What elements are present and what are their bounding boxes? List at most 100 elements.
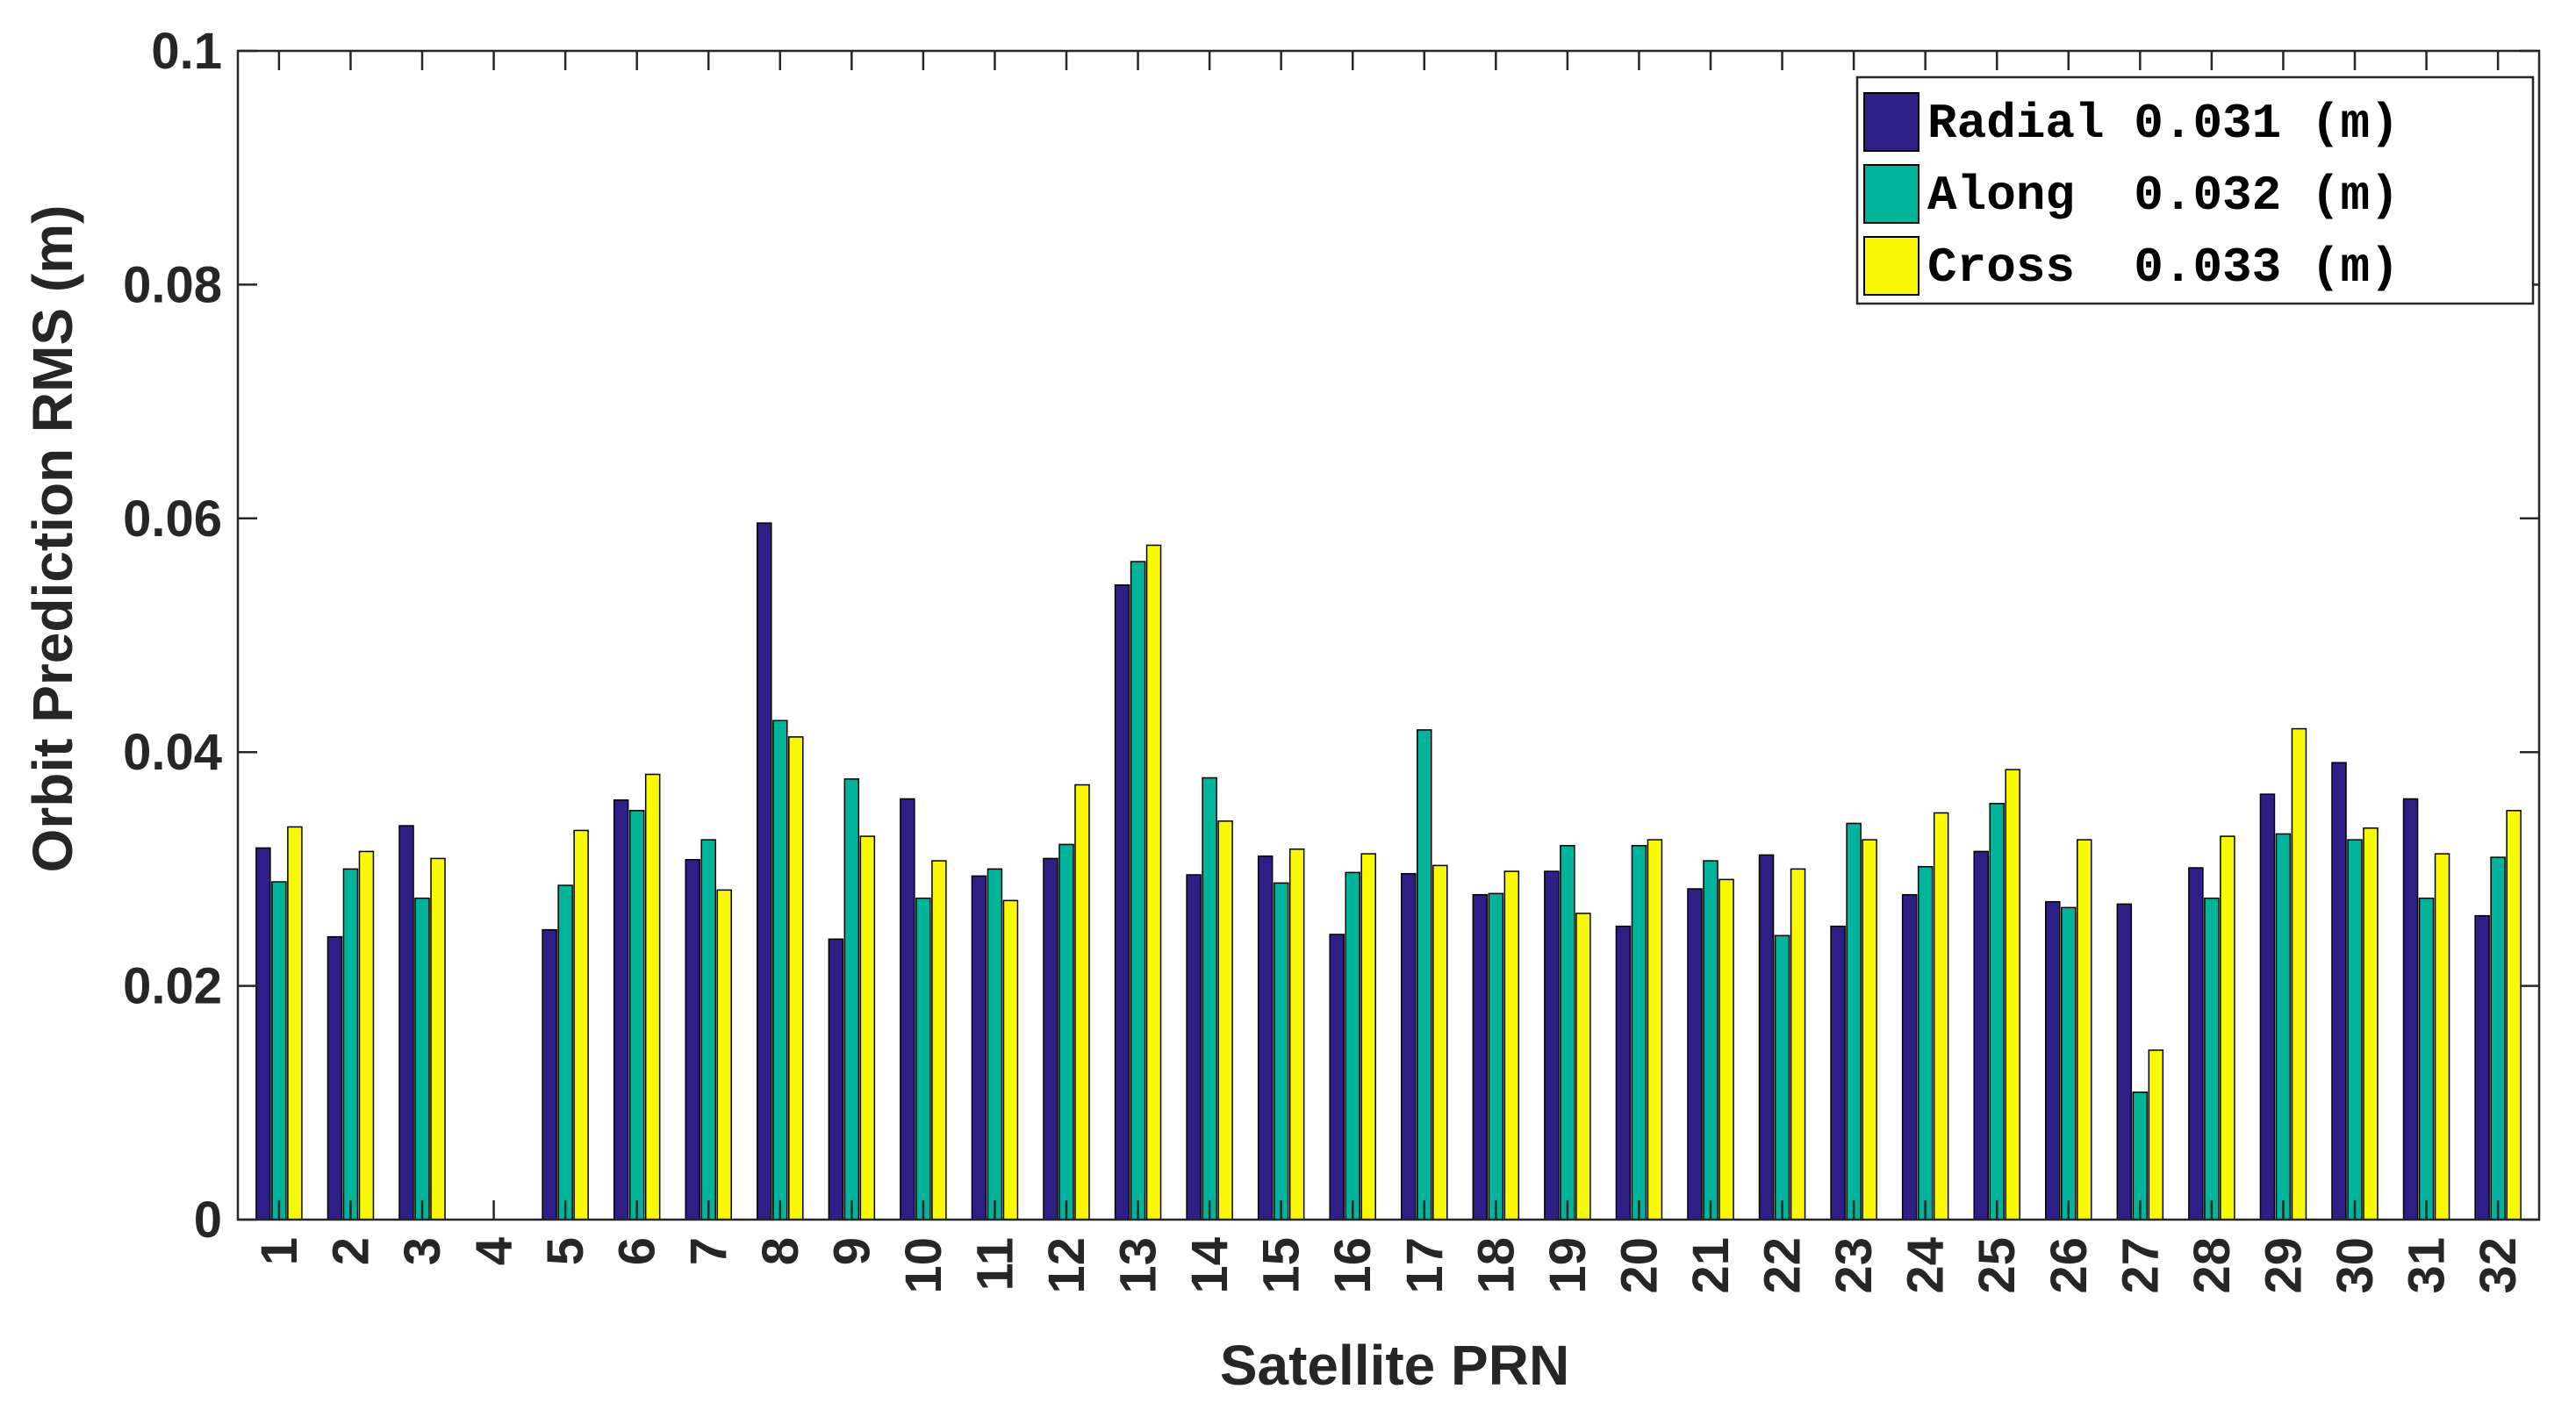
bar-cross bbox=[644, 773, 661, 1220]
bar-cross bbox=[2291, 727, 2307, 1220]
y-axis: 0 0.02 0.04 0.06 0.08 0.1 bbox=[123, 23, 2539, 1249]
legend-swatch-along bbox=[1863, 164, 1919, 224]
bar-along bbox=[2204, 897, 2220, 1220]
y-tick-label: 0.1 bbox=[151, 23, 222, 80]
bar-radial bbox=[1186, 874, 1202, 1220]
bar-radial bbox=[2402, 798, 2419, 1220]
bar-cross bbox=[1432, 864, 1448, 1220]
bar-radial bbox=[1257, 855, 1274, 1220]
legend-label-along: Along 0.032 (m) bbox=[1927, 168, 2400, 224]
bar-along bbox=[1560, 845, 1575, 1220]
x-tick-label: 1 bbox=[251, 1237, 308, 1265]
x-tick-label: 10 bbox=[895, 1237, 952, 1294]
bar-cross bbox=[1790, 868, 1806, 1220]
bar-along bbox=[1703, 860, 1719, 1220]
x-tick-label: 5 bbox=[537, 1237, 594, 1265]
bar-radial bbox=[1329, 934, 1345, 1220]
bar-along bbox=[1345, 871, 1360, 1220]
y-tick-label: 0.06 bbox=[123, 490, 222, 548]
x-tick-label: 28 bbox=[2184, 1237, 2241, 1294]
bar-cross bbox=[788, 736, 804, 1220]
bar-radial bbox=[757, 522, 772, 1220]
bar-along bbox=[628, 810, 645, 1220]
bar-cross bbox=[1575, 913, 1591, 1220]
bar-cross bbox=[2005, 769, 2020, 1220]
bar-along bbox=[987, 868, 1003, 1220]
x-tick-label: 32 bbox=[2470, 1237, 2527, 1294]
x-tick-label: 14 bbox=[1181, 1237, 1238, 1294]
legend-label-cross: Cross 0.033 (m) bbox=[1927, 240, 2400, 296]
bar-along bbox=[414, 897, 430, 1220]
bar-cross bbox=[1217, 820, 1233, 1220]
x-tick-label: 7 bbox=[680, 1237, 737, 1265]
bar-along bbox=[2061, 906, 2077, 1220]
x-tick-label: 21 bbox=[1683, 1237, 1740, 1294]
bar-along bbox=[1273, 882, 1289, 1220]
x-tick-label: 13 bbox=[1110, 1237, 1167, 1294]
x-tick-label: 22 bbox=[1754, 1237, 1812, 1294]
x-tick-label: 27 bbox=[2112, 1237, 2169, 1294]
bar-cross bbox=[1360, 853, 1376, 1220]
bar-cross bbox=[1647, 839, 1663, 1220]
x-tick-label: 18 bbox=[1467, 1237, 1525, 1294]
bar-cross bbox=[1074, 784, 1090, 1220]
bar-radial bbox=[2188, 867, 2204, 1220]
bar-radial bbox=[1973, 850, 1989, 1220]
bar-cross bbox=[931, 860, 947, 1220]
x-tick-label: 15 bbox=[1253, 1237, 1310, 1294]
bar-radial bbox=[2474, 914, 2490, 1220]
bar-cross bbox=[2220, 835, 2235, 1220]
x-tick-label: 29 bbox=[2255, 1237, 2312, 1294]
x-tick-label: 31 bbox=[2399, 1237, 2456, 1294]
bar-along bbox=[1417, 729, 1432, 1220]
bar-radial bbox=[1758, 854, 1775, 1220]
bar-radial bbox=[2045, 900, 2061, 1220]
bar-along bbox=[342, 868, 359, 1220]
x-tick-label: 20 bbox=[1611, 1237, 1668, 1294]
bar-cross bbox=[358, 850, 375, 1220]
x-tick-label: 6 bbox=[609, 1237, 666, 1265]
bar-radial bbox=[1901, 893, 1918, 1220]
bar-along bbox=[2347, 839, 2363, 1220]
bar-cross bbox=[716, 889, 732, 1220]
x-tick-label: 26 bbox=[2041, 1237, 2098, 1294]
bar-cross bbox=[1145, 544, 1162, 1220]
x-tick-label: 9 bbox=[823, 1237, 880, 1265]
bar-along bbox=[2275, 833, 2292, 1220]
bar-cross bbox=[2363, 827, 2379, 1220]
legend-label-radial: Radial 0.031 (m) bbox=[1927, 96, 2400, 152]
bar-along bbox=[843, 778, 860, 1220]
x-tick-label: 25 bbox=[1969, 1237, 2026, 1294]
x-tick-label: 8 bbox=[752, 1237, 809, 1265]
y-axis-title: Orbit Prediction RMS (m) bbox=[21, 205, 84, 873]
bar-radial bbox=[326, 935, 343, 1220]
bar-along bbox=[1774, 934, 1790, 1220]
x-tick-label: 11 bbox=[966, 1237, 1023, 1291]
bar-cross bbox=[430, 857, 446, 1220]
bar-radial bbox=[1114, 583, 1130, 1220]
bar-radial bbox=[1615, 925, 1632, 1220]
x-tick-label: 12 bbox=[1038, 1237, 1095, 1294]
bar-cross bbox=[1002, 899, 1019, 1220]
y-tick-label: 0 bbox=[194, 1192, 222, 1249]
x-tick-label: 16 bbox=[1324, 1237, 1381, 1294]
bar-radial bbox=[2259, 793, 2276, 1220]
bar-radial bbox=[542, 928, 557, 1220]
bar-along bbox=[557, 884, 573, 1220]
bar-cross bbox=[573, 829, 589, 1220]
bar-radial bbox=[828, 938, 844, 1220]
legend-box bbox=[1855, 75, 2535, 305]
x-axis-title: Satellite PRN bbox=[1220, 1334, 1569, 1397]
bar-radial bbox=[900, 798, 915, 1220]
bar-radial bbox=[1830, 925, 1846, 1220]
bar-along bbox=[271, 881, 287, 1220]
x-tick-label: 3 bbox=[394, 1237, 451, 1265]
bar-radial bbox=[685, 858, 700, 1220]
bar-cross bbox=[1933, 812, 1949, 1220]
plot-area-frame bbox=[236, 49, 2541, 1221]
legend-swatch-radial bbox=[1863, 92, 1919, 152]
bar-cross bbox=[287, 826, 303, 1220]
x-axis: 1 2 3 4 5 6 7 8 9 10 11 12 13 14 15 16 17 18 19 20 21 22 23 24 2… bbox=[251, 51, 2527, 1294]
bar-cross bbox=[1862, 839, 1877, 1220]
